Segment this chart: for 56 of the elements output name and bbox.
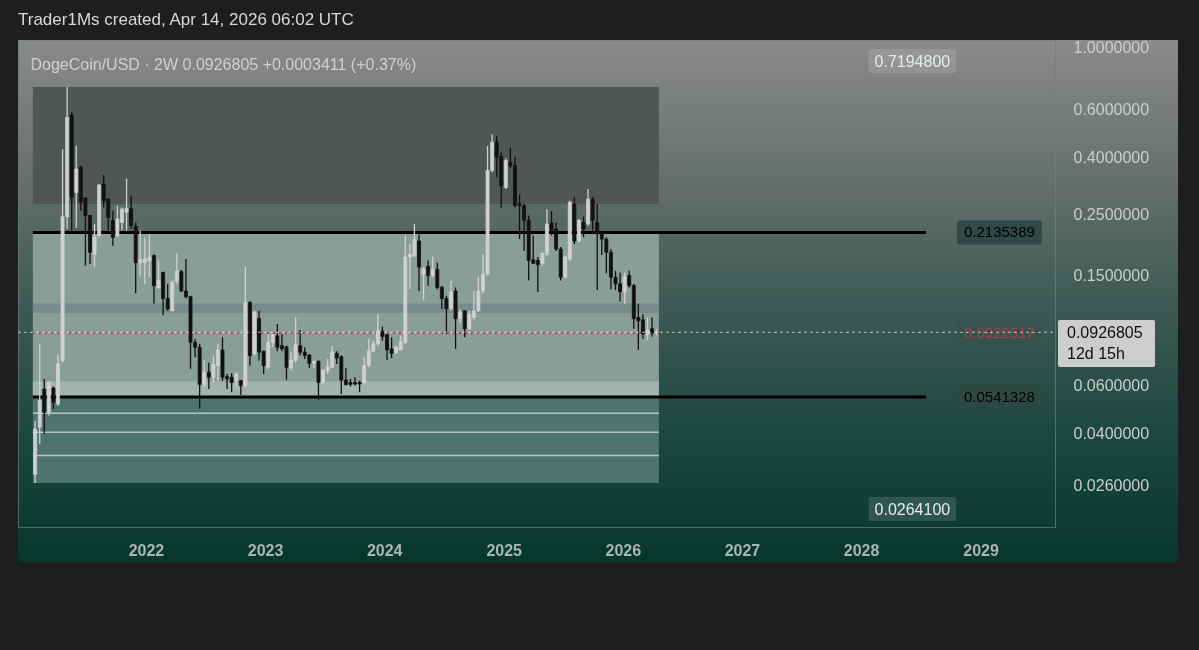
x-tick-label: 2022: [128, 541, 165, 559]
candlestick: [92, 223, 97, 268]
candlestick: [389, 336, 394, 359]
candlestick: [590, 195, 595, 232]
x-tick-label: 2029: [963, 541, 999, 559]
candlestick: [124, 178, 129, 232]
x-tick-label: 2028: [843, 541, 880, 559]
candlestick: [229, 372, 234, 393]
y-tick-label: 0.0600000: [1073, 376, 1150, 394]
candlestick: [430, 255, 435, 278]
y-tick-label: 0.6000000: [1073, 100, 1150, 118]
candlestick: [206, 362, 211, 390]
x-tick-label: 2025: [486, 541, 523, 559]
candlestick: [298, 329, 303, 357]
annotation: 0.0264100: [874, 500, 951, 518]
x-tick-label: 2027: [724, 541, 761, 559]
y-tick-label: 1.0000000: [1073, 39, 1150, 57]
ref-line-label: 0.0922517: [963, 324, 1035, 342]
candlestick: [156, 259, 161, 290]
candlestick: [42, 378, 47, 435]
ref-line-label: 0.2135389: [963, 223, 1035, 241]
text: Trader1Ms created, Apr 14, 2026 06:02 UTC: [18, 9, 354, 31]
candlestick: [110, 210, 115, 247]
annotation: 0.7194800: [874, 52, 951, 70]
x-tick-label: 2026: [605, 541, 642, 559]
candlestick: [421, 266, 426, 302]
candlestick: [462, 309, 467, 338]
y-tick-label: 0.2500000: [1073, 205, 1150, 223]
candlestick: [74, 145, 79, 229]
y-tick-label: 0.1500000: [1073, 266, 1150, 284]
y-tick-label: 0.0400000: [1073, 425, 1150, 443]
candlestick: [115, 205, 120, 239]
candlestick: [535, 256, 540, 293]
candlestick: [645, 316, 650, 341]
x-tick-label: 2023: [247, 541, 284, 559]
candlestick: [129, 195, 134, 230]
text: DogeCoin/USD · 2W 0.0926805 +0.0003411 (+0.37%): [30, 56, 417, 73]
candlestick: [622, 271, 627, 305]
candlestick: [316, 359, 321, 401]
candlestick: [275, 323, 280, 352]
candlestick: [138, 229, 143, 277]
candlestick: [581, 215, 586, 239]
candlestick: [174, 252, 179, 285]
candlestick: [426, 259, 431, 287]
ref-line-label: 0.0926805 12d 15h: [1058, 320, 1155, 367]
candlestick: [467, 310, 472, 331]
candlestick: [595, 203, 600, 291]
y-tick-label: 0.0260000: [1073, 476, 1150, 494]
candlestick: [147, 233, 152, 278]
candlestick: [449, 279, 453, 312]
candlestick: [650, 316, 654, 338]
ref-line-label: 0.0541328: [963, 387, 1035, 405]
candlestick: [339, 354, 344, 395]
candlestick: [202, 359, 207, 389]
y-tick-label: 0.4000000: [1073, 149, 1150, 167]
x-tick-label: 2024: [366, 541, 403, 559]
